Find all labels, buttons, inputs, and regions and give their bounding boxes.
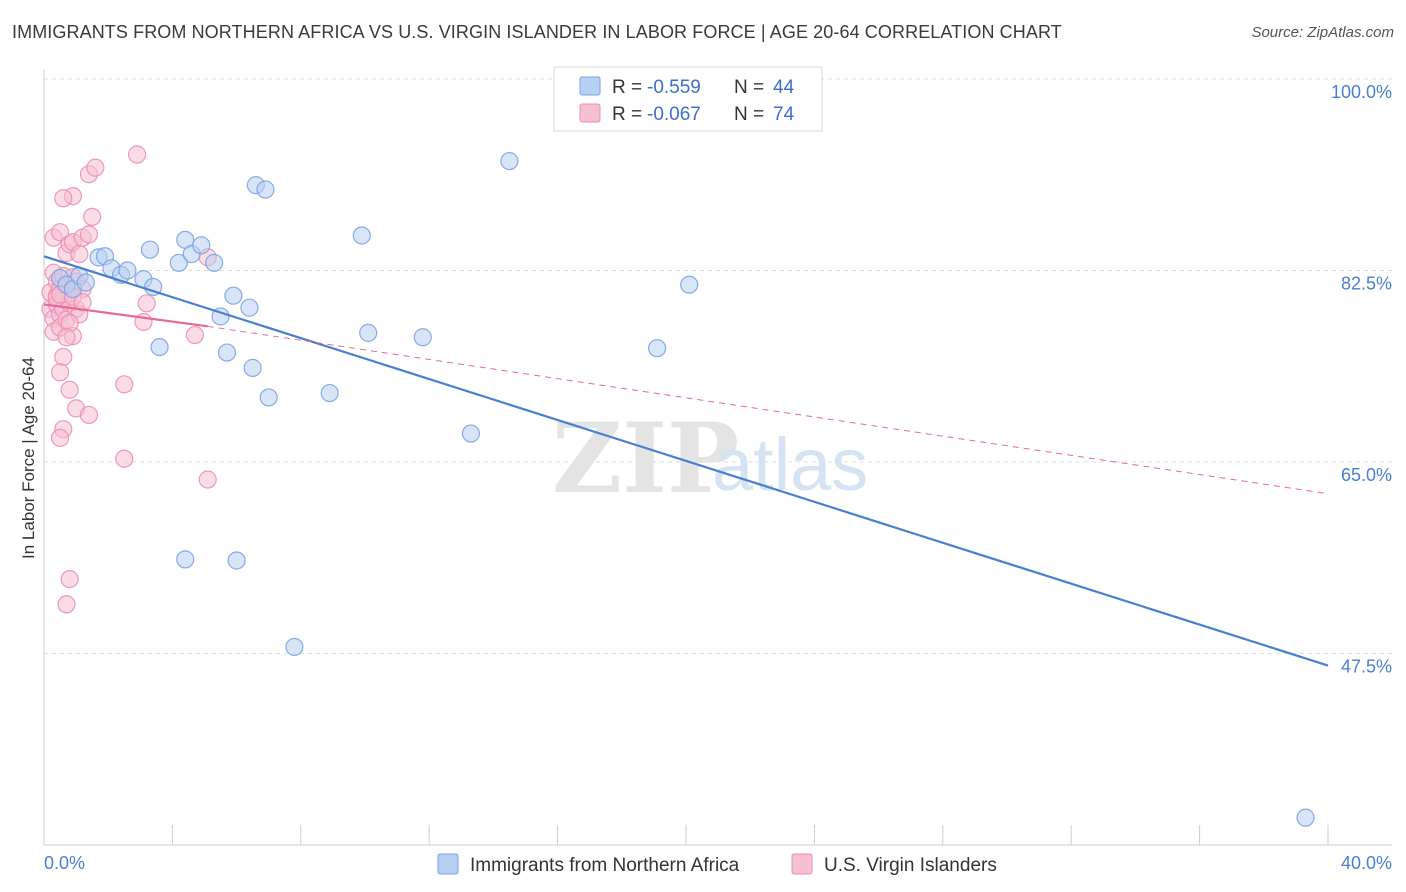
watermark-atlas: atlas — [712, 423, 868, 506]
northern-africa-point-35 — [500, 151, 519, 171]
legend-n-value-1: 74 — [773, 104, 795, 125]
bottom-legend-swatch-pink — [791, 853, 813, 875]
y-tick-labels: 47.5% 65.0% 82.5% 100.0% — [1331, 82, 1392, 677]
legend-r-label-0: R = — [612, 77, 642, 98]
virgin-islanders-point-46 — [50, 428, 70, 448]
trend-line-northern-africa — [43, 255, 1329, 667]
northern-africa-point-4 — [76, 273, 95, 292]
virgin-islanders-point-53 — [115, 449, 134, 468]
virgin-islanders-point-44 — [79, 405, 99, 425]
northern-africa-point-13 — [150, 338, 169, 357]
virgin-islanders-point-31 — [79, 225, 99, 244]
virgin-islanders-point-52 — [198, 470, 217, 489]
northern-africa-point-37 — [680, 275, 699, 294]
northern-africa-point-25 — [256, 180, 275, 199]
trend-line-virgin-islanders-extension — [207, 325, 1329, 495]
virgin-islanders-point-55 — [57, 595, 76, 614]
bottom-legend: Immigrants from Northern Africa U.S. Vir… — [437, 853, 997, 876]
virgin-islanders-point-59 — [73, 293, 92, 312]
northern-africa-point-11 — [144, 277, 163, 297]
legend-r-value-0: -0.559 — [647, 77, 701, 98]
chart-source: Source: ZipAtlas.com — [1251, 24, 1394, 41]
northern-africa-point-27 — [176, 550, 195, 569]
x-tick-marks — [43, 825, 1329, 845]
virgin-islanders-point-42 — [60, 380, 79, 399]
virgin-islanders-point-54 — [60, 569, 79, 589]
northern-africa-point-26 — [259, 388, 278, 407]
northern-africa-point-12 — [140, 240, 160, 259]
chart-title: IMMIGRANTS FROM NORTHERN AFRICA VS U.S. … — [12, 22, 1062, 42]
axes — [43, 70, 1392, 846]
northern-africa-point-22 — [240, 298, 259, 317]
virgin-islanders-point-40 — [54, 347, 73, 367]
virgin-islanders-point-50 — [185, 325, 204, 345]
y-tick-label-3: 100.0% — [1331, 82, 1392, 102]
northern-africa-point-23 — [243, 358, 262, 377]
bottom-legend-label-pink: U.S. Virgin Islanders — [824, 855, 997, 876]
x-tick-label-max: 40.0% — [1341, 853, 1392, 873]
y-tick-label-0: 47.5% — [1341, 657, 1392, 677]
northern-africa-point-18 — [205, 253, 224, 272]
trend-line-virgin-islanders — [43, 303, 208, 328]
virgin-islanders-point-37 — [127, 145, 147, 164]
virgin-islanders-point-39 — [57, 328, 76, 347]
legend-r-value-1: -0.067 — [647, 104, 701, 125]
northern-africa-point-38 — [1296, 808, 1315, 827]
virgin-islanders-point-36 — [86, 158, 105, 177]
northern-africa-point-17 — [192, 236, 211, 255]
virgin-islanders-point-29 — [70, 244, 89, 264]
y-axis-label: In Labor Force | Age 20-64 — [19, 357, 38, 559]
x-tick-label-min: 0.0% — [44, 853, 85, 873]
northern-africa-point-28 — [227, 551, 246, 570]
northern-africa-point-21 — [224, 286, 243, 305]
bottom-legend-label-blue: Immigrants from Northern Africa — [470, 855, 740, 876]
y-tick-label-1: 65.0% — [1341, 465, 1392, 485]
northern-africa-point-32 — [359, 323, 378, 342]
northern-africa-point-34 — [461, 424, 481, 443]
northern-africa-point-29 — [285, 637, 304, 657]
trend-lines — [43, 255, 1329, 667]
series-northern-africa-points — [50, 151, 1315, 827]
northern-africa-point-36 — [648, 339, 667, 358]
virgin-islanders-point-25 — [50, 223, 70, 242]
northern-africa-point-9 — [118, 261, 137, 280]
legend-box: R = -0.559 N = 44 R = -0.067 N = 74 — [553, 66, 823, 132]
legend-r-label-1: R = — [612, 104, 642, 125]
legend-swatch-blue — [579, 76, 601, 96]
northern-africa-point-31 — [352, 226, 371, 245]
series-us-virgin-islanders-points — [41, 145, 217, 614]
virgin-islanders-point-47 — [115, 375, 134, 394]
northern-africa-point-20 — [217, 343, 237, 362]
virgin-islanders-point-34 — [54, 189, 73, 208]
watermark-zip: ZIP — [552, 402, 739, 515]
bottom-legend-swatch-blue — [437, 853, 459, 875]
legend-swatch-pink — [579, 103, 601, 123]
legend-n-label-1: N = — [734, 104, 764, 125]
y-tick-label-2: 82.5% — [1341, 274, 1392, 294]
virgin-islanders-point-48 — [137, 294, 156, 313]
legend-n-value-0: 44 — [773, 77, 795, 98]
northern-africa-point-33 — [413, 328, 432, 347]
northern-africa-point-30 — [320, 383, 339, 403]
virgin-islanders-point-32 — [83, 207, 102, 226]
virgin-islanders-point-41 — [50, 363, 70, 382]
legend-n-label-0: N = — [734, 77, 764, 98]
northern-africa-point-14 — [169, 253, 188, 272]
